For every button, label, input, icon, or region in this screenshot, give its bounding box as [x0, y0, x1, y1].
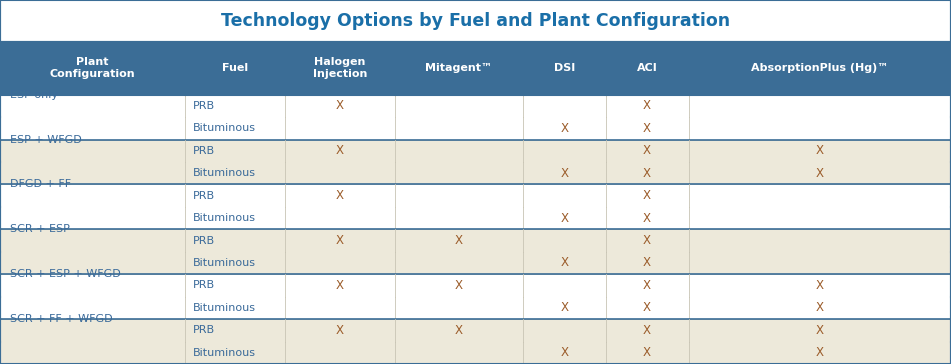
Text: Bituminous: Bituminous [193, 168, 256, 178]
Text: AbsorptionPlus (Hg)™: AbsorptionPlus (Hg)™ [751, 63, 888, 73]
Text: X: X [643, 234, 651, 247]
Text: Bituminous: Bituminous [193, 348, 256, 358]
FancyBboxPatch shape [689, 42, 951, 95]
Text: X: X [816, 144, 824, 157]
Text: X: X [643, 189, 651, 202]
Text: X: X [643, 144, 651, 157]
Text: SCR + ESP + WFGD: SCR + ESP + WFGD [10, 269, 120, 279]
Text: PRB: PRB [193, 280, 215, 290]
Text: X: X [336, 279, 344, 292]
Text: X: X [643, 324, 651, 337]
FancyBboxPatch shape [0, 95, 951, 117]
FancyBboxPatch shape [0, 162, 951, 185]
Text: X: X [643, 301, 651, 314]
Text: PRB: PRB [193, 325, 215, 335]
Text: X: X [816, 301, 824, 314]
Text: X: X [336, 99, 344, 112]
Text: Halogen
Injection: Halogen Injection [313, 58, 367, 79]
Text: X: X [560, 211, 569, 225]
Text: X: X [816, 346, 824, 359]
Text: X: X [643, 279, 651, 292]
FancyBboxPatch shape [0, 185, 951, 207]
Text: X: X [455, 324, 463, 337]
Text: Plant
Configuration: Plant Configuration [49, 58, 136, 79]
FancyBboxPatch shape [285, 42, 395, 95]
Text: PRB: PRB [193, 101, 215, 111]
Text: X: X [816, 279, 824, 292]
Text: X: X [336, 324, 344, 337]
Text: X: X [336, 234, 344, 247]
Text: X: X [455, 279, 463, 292]
FancyBboxPatch shape [0, 0, 951, 42]
Text: X: X [560, 257, 569, 269]
Text: ESP + WFGD: ESP + WFGD [10, 135, 81, 145]
FancyBboxPatch shape [0, 139, 951, 162]
Text: X: X [643, 167, 651, 180]
Text: DSI: DSI [553, 63, 575, 73]
FancyBboxPatch shape [0, 117, 951, 139]
Text: X: X [336, 189, 344, 202]
Text: SCR + FF + WFGD: SCR + FF + WFGD [10, 314, 112, 324]
Text: X: X [560, 122, 569, 135]
Text: X: X [816, 324, 824, 337]
FancyBboxPatch shape [395, 42, 523, 95]
FancyBboxPatch shape [0, 341, 951, 364]
Text: Bituminous: Bituminous [193, 123, 256, 133]
FancyBboxPatch shape [185, 42, 285, 95]
Text: X: X [643, 211, 651, 225]
Text: Fuel: Fuel [223, 63, 248, 73]
Text: SCR + ESP: SCR + ESP [10, 224, 69, 234]
Text: ESP only: ESP only [10, 90, 57, 100]
Text: X: X [560, 346, 569, 359]
Text: X: X [455, 234, 463, 247]
FancyBboxPatch shape [0, 319, 951, 341]
FancyBboxPatch shape [0, 229, 951, 252]
FancyBboxPatch shape [523, 42, 606, 95]
FancyBboxPatch shape [0, 252, 951, 274]
Text: Mitagent™: Mitagent™ [425, 63, 493, 73]
Text: DFGD + FF: DFGD + FF [10, 179, 70, 189]
Text: X: X [336, 144, 344, 157]
Text: X: X [643, 122, 651, 135]
FancyBboxPatch shape [0, 297, 951, 319]
Text: Bituminous: Bituminous [193, 303, 256, 313]
Text: PRB: PRB [193, 146, 215, 156]
Text: Bituminous: Bituminous [193, 213, 256, 223]
Text: X: X [643, 257, 651, 269]
Text: X: X [560, 167, 569, 180]
Text: X: X [643, 99, 651, 112]
Text: PRB: PRB [193, 236, 215, 246]
FancyBboxPatch shape [0, 274, 951, 297]
FancyBboxPatch shape [606, 42, 689, 95]
Text: PRB: PRB [193, 191, 215, 201]
Text: Bituminous: Bituminous [193, 258, 256, 268]
FancyBboxPatch shape [0, 207, 951, 229]
Text: X: X [816, 167, 824, 180]
Text: X: X [560, 301, 569, 314]
Text: ACI: ACI [637, 63, 657, 73]
Text: X: X [643, 346, 651, 359]
FancyBboxPatch shape [0, 42, 185, 95]
Text: Technology Options by Fuel and Plant Configuration: Technology Options by Fuel and Plant Con… [221, 12, 730, 30]
